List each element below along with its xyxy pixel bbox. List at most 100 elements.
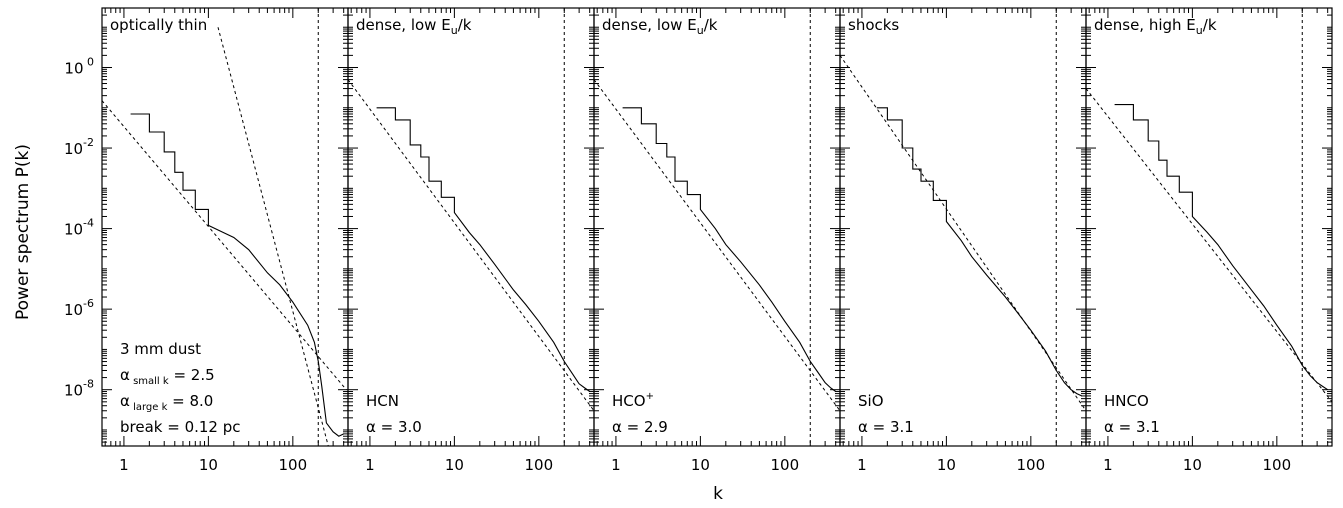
y-axis-label: Power spectrum P(k): [13, 144, 33, 320]
annotation-alpha: α = 2.9: [612, 418, 668, 436]
panel-title-text: shocks: [848, 16, 899, 34]
panel-title-tail: /k: [458, 16, 472, 34]
panel-title-subscript: u: [697, 24, 704, 37]
panel-title-tail: /k: [704, 16, 718, 34]
power-spectrum-curve: [622, 107, 837, 392]
x-tick-label: 10: [937, 456, 956, 474]
panel-title: shocks: [848, 16, 899, 34]
power-spectrum-curve: [130, 113, 344, 437]
annotation-symbol: α: [858, 418, 868, 436]
y-tick-label: 10 0: [64, 55, 94, 77]
x-tick-label: 10: [445, 456, 464, 474]
annotation-symbol: α: [366, 418, 376, 436]
y-tick-label-exponent: 0: [84, 55, 95, 68]
panel-frame: [839, 7, 1087, 447]
annotation-value: = 2.5: [169, 366, 215, 384]
annotation-value: = 2.9: [622, 418, 668, 436]
y-tick-label-base: 10: [64, 301, 83, 319]
annotation-alpha: α = 3.1: [858, 418, 914, 436]
x-tick-label: 10: [1183, 456, 1202, 474]
x-tick-label: 1: [365, 456, 375, 474]
annotation-alpha-large: α large k = 8.0: [120, 392, 213, 413]
annotation-text: SiO: [858, 392, 884, 410]
y-tick-label-exponent: -4: [83, 217, 94, 230]
y-tick-label-base: 10: [64, 382, 83, 400]
annotation-species: 3 mm dust: [120, 340, 201, 358]
panel-title: dense, low Eu/k: [602, 16, 718, 37]
panel-title-subscript: u: [451, 24, 458, 37]
panel-title-text: dense, low E: [356, 16, 451, 34]
panel-title-text: dense, low E: [602, 16, 697, 34]
power-law-fit-line: [348, 79, 594, 412]
annotation-symbol: α: [120, 366, 130, 384]
x-tick-label: 1: [857, 456, 867, 474]
panel-5: 1 10 100 dense, high Eu/k HNCO α = 3.1: [1085, 7, 1333, 474]
panel-title-tail: /k: [1203, 16, 1217, 34]
annotation-text: HNCO: [1104, 392, 1149, 410]
annotation-value: = 3.1: [1114, 418, 1160, 436]
power-law-fit-line: [1086, 88, 1332, 403]
panel-3: 1 10 100 dense, low Eu/k HCO+ α = 2.9: [593, 7, 841, 474]
panel-title: dense, low Eu/k: [356, 16, 472, 37]
annotation-species: HNCO: [1104, 392, 1149, 410]
panel-title: optically thin: [110, 16, 207, 34]
x-tick-label: 1: [119, 456, 129, 474]
x-tick-label: 10: [199, 456, 218, 474]
power-spectrum-curve: [1114, 104, 1329, 391]
power-law-fit-line: [217, 27, 329, 446]
annotation-text: break = 0.12 pc: [120, 418, 241, 436]
x-axis-label: k: [713, 484, 723, 504]
panel-title-subscript: u: [1196, 24, 1203, 37]
y-tick-label: 10-4: [64, 217, 94, 239]
annotation-symbol: α: [120, 392, 130, 410]
x-tick-label: 10: [691, 456, 710, 474]
power-spectrum-curve: [376, 107, 591, 392]
annotation-value: = 8.0: [167, 392, 213, 410]
panel-title: dense, high Eu/k: [1094, 16, 1217, 37]
annotation-symbol: α: [612, 418, 622, 436]
annotation-species: HCN: [366, 392, 399, 410]
annotation-text: 3 mm dust: [120, 340, 201, 358]
power-spectrum-curve: [876, 107, 1082, 397]
panel-title-text: dense, high E: [1094, 16, 1196, 34]
y-tick-label: 10-6: [64, 297, 94, 319]
x-tick-label: 100: [279, 456, 308, 474]
y-tick-label-base: 10: [64, 59, 83, 77]
panel-frame: [1085, 7, 1333, 447]
y-tick-label: 10-8: [64, 378, 94, 400]
annotation-superscript: +: [646, 391, 654, 402]
panel-frame: [593, 7, 841, 447]
panel-title-text: optically thin: [110, 16, 207, 34]
x-tick-label: 100: [1017, 456, 1046, 474]
x-tick-label: 100: [525, 456, 554, 474]
power-law-fit-line: [840, 55, 1086, 412]
annotation-subscript: small k: [130, 376, 169, 387]
y-tick-label-base: 10: [64, 221, 83, 239]
annotation-text: HCN: [366, 392, 399, 410]
panel-frame: [347, 7, 595, 447]
annotation-text: HCO: [612, 392, 646, 410]
power-law-fit-line: [594, 79, 840, 412]
y-tick-label-exponent: -6: [83, 297, 94, 310]
x-tick-label: 100: [1263, 456, 1292, 474]
annotation-break: break = 0.12 pc: [120, 418, 241, 436]
y-tick-label-exponent: -8: [83, 378, 94, 391]
panel-2: 1 10 100 dense, low Eu/k HCN α = 3.0: [347, 7, 595, 474]
annotation-symbol: α: [1104, 418, 1114, 436]
y-tick-label-base: 10: [64, 140, 83, 158]
panel-4: 1 10 100 shocks SiO α = 3.1: [839, 7, 1087, 474]
annotation-alpha: α = 3.1: [1104, 418, 1160, 436]
x-tick-label: 100: [771, 456, 800, 474]
annotation-alpha-small: α small k = 2.5: [120, 366, 215, 387]
x-tick-label: 1: [611, 456, 621, 474]
annotation-subscript: large k: [130, 402, 168, 413]
annotation-alpha: α = 3.0: [366, 418, 422, 436]
x-tick-label: 1: [1103, 456, 1113, 474]
y-tick-label: 10-2: [64, 136, 94, 158]
annotation-species: SiO: [858, 392, 884, 410]
annotation-species: HCO+: [612, 391, 654, 410]
y-tick-label-exponent: -2: [83, 136, 94, 149]
